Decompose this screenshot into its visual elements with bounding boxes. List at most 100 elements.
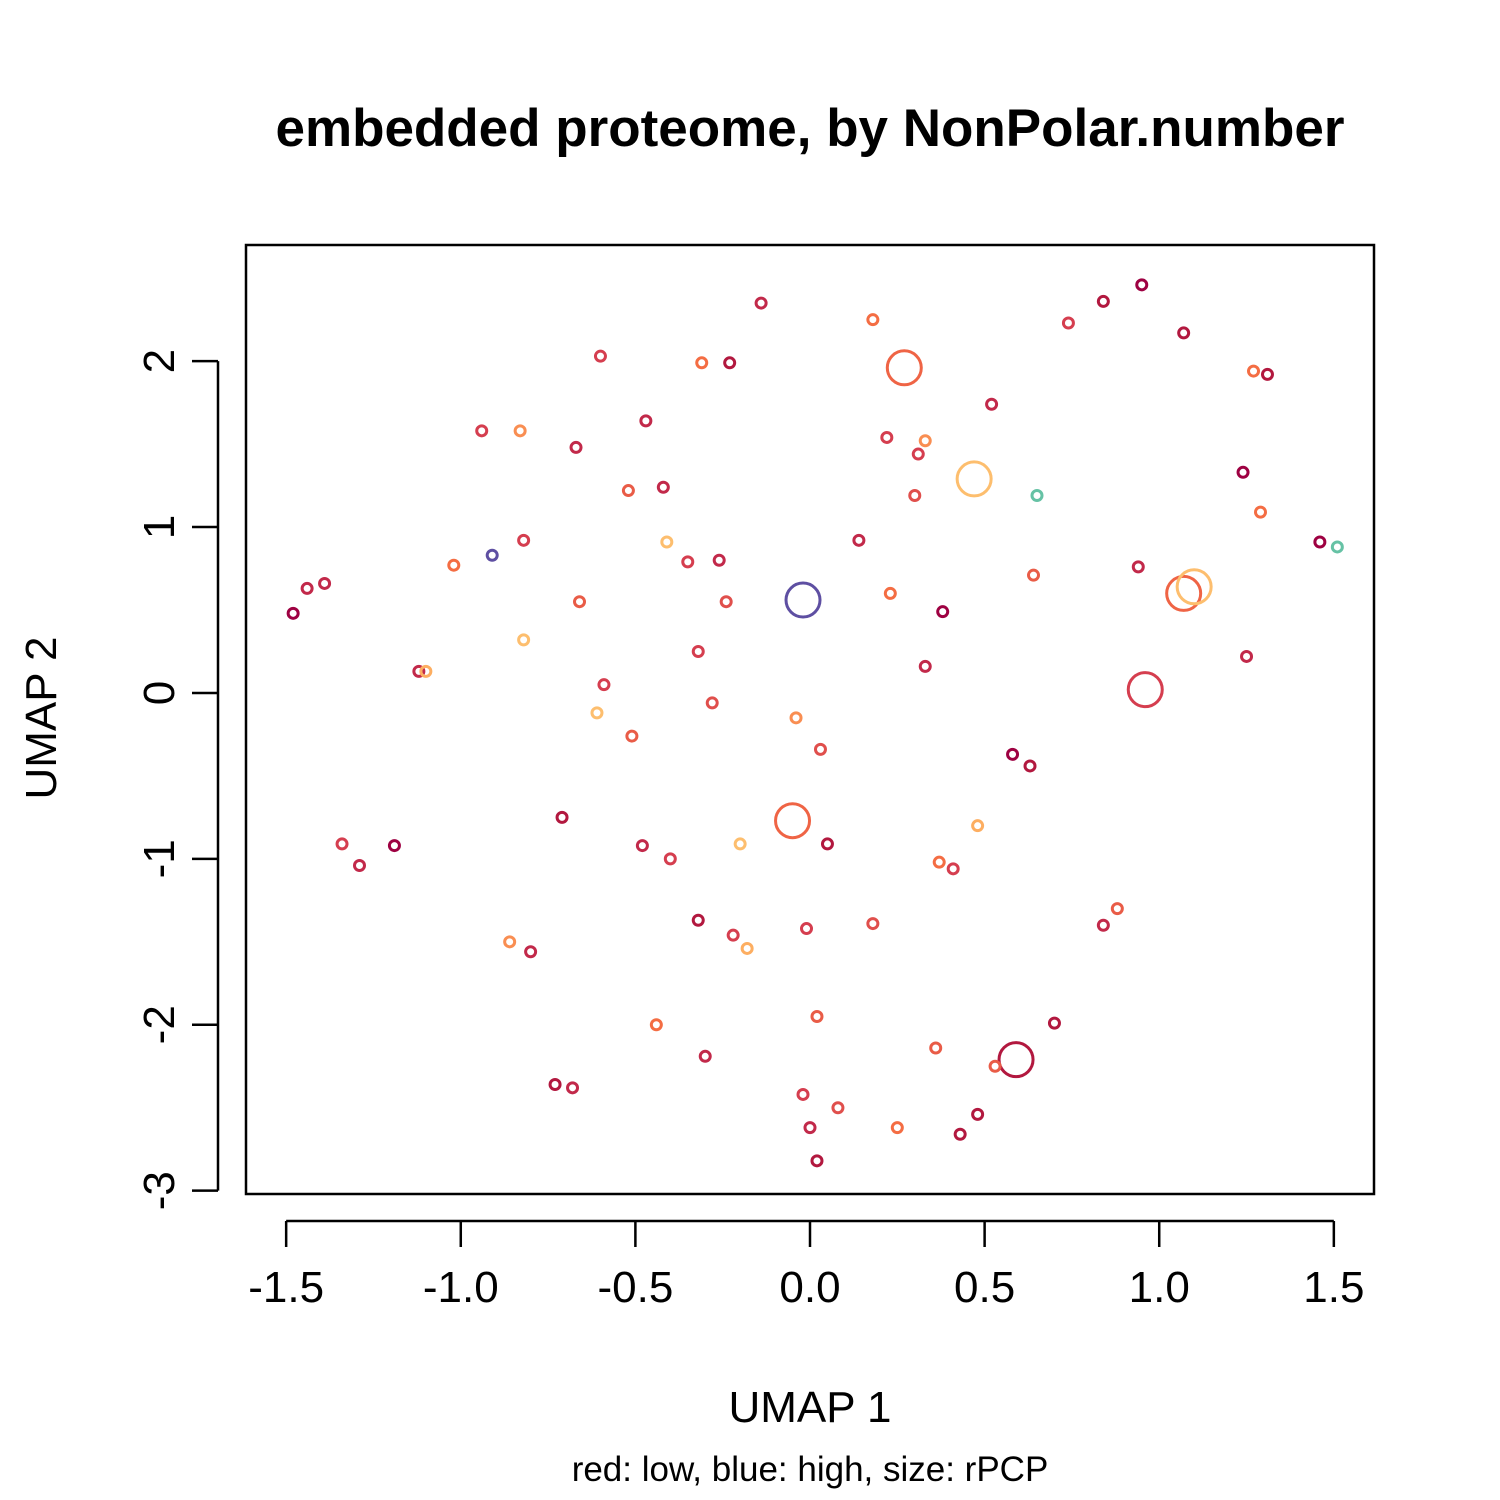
- data-point: [890, 1121, 904, 1135]
- data-point: [719, 595, 733, 609]
- data-point: [784, 581, 822, 619]
- x-axis: -1.5 -1.0 -0.5 0.0 0.5 1.0 1.5: [248, 1219, 1364, 1312]
- data-point: [810, 1154, 824, 1168]
- data-point: [412, 664, 426, 678]
- x-axis-title: UMAP 1: [728, 1383, 891, 1432]
- data-point: [880, 430, 894, 444]
- data-point: [524, 945, 538, 959]
- x-tick-label: 1.0: [1129, 1263, 1190, 1312]
- data-point: [593, 349, 607, 363]
- data-point: [1030, 489, 1044, 503]
- data-point: [639, 414, 653, 428]
- data-point: [447, 558, 461, 572]
- data-point: [726, 928, 740, 942]
- data-point: [656, 480, 670, 494]
- data-point: [800, 922, 814, 936]
- data-point: [852, 533, 866, 547]
- data-point: [1247, 364, 1261, 378]
- y-axis-title: UMAP 2: [17, 636, 66, 799]
- data-point: [698, 1049, 712, 1063]
- data-point: [971, 1107, 985, 1121]
- data-point: [740, 941, 754, 955]
- data-point: [918, 434, 932, 448]
- data-point: [908, 489, 922, 503]
- data-point: [691, 644, 705, 658]
- data-point: [635, 839, 649, 853]
- data-point: [1165, 574, 1203, 612]
- data-point: [971, 819, 985, 833]
- data-point: [1313, 535, 1327, 549]
- data-point: [712, 553, 726, 567]
- data-point: [810, 1009, 824, 1023]
- data-point: [318, 576, 332, 590]
- data-point: [883, 586, 897, 600]
- data-point: [1260, 367, 1274, 381]
- data-point: [681, 555, 695, 569]
- data-point: [885, 349, 923, 387]
- data-point: [1096, 918, 1110, 932]
- data-point: [569, 440, 583, 454]
- data-point: [649, 1018, 663, 1032]
- y-tick-label: -3: [135, 1171, 184, 1210]
- data-point: [691, 913, 705, 927]
- data-point: [300, 581, 314, 595]
- data-point: [621, 484, 635, 498]
- data-point: [997, 1041, 1035, 1079]
- data-point: [387, 839, 401, 853]
- data-point: [985, 397, 999, 411]
- data-point: [1006, 747, 1020, 761]
- data-point: [929, 1041, 943, 1055]
- chart-title: embedded proteome, by NonPolar.number: [275, 99, 1344, 158]
- data-point: [1027, 568, 1041, 582]
- data-point: [820, 837, 834, 851]
- data-point: [796, 1087, 810, 1101]
- data-point: [831, 1101, 845, 1115]
- data-point: [866, 917, 880, 931]
- data-point: [911, 447, 925, 461]
- data-point: [754, 296, 768, 310]
- y-tick-label: 0: [135, 681, 184, 705]
- data-point: [475, 424, 489, 438]
- data-point: [555, 810, 569, 824]
- data-point: [1330, 540, 1344, 554]
- data-point: [419, 664, 433, 678]
- data-point: [1135, 278, 1149, 292]
- data-points: [286, 278, 1344, 1168]
- data-point: [1023, 759, 1037, 773]
- data-point: [813, 742, 827, 756]
- data-point: [548, 1078, 562, 1091]
- data-point: [936, 605, 950, 619]
- data-point: [663, 852, 677, 866]
- x-tick-label: 1.5: [1303, 1263, 1364, 1312]
- data-point: [955, 460, 993, 498]
- data-point: [566, 1081, 580, 1095]
- data-point: [774, 802, 812, 840]
- data-point: [695, 356, 709, 370]
- data-point: [286, 606, 300, 620]
- data-point: [1047, 1016, 1061, 1030]
- data-point: [1240, 649, 1254, 663]
- data-point: [590, 706, 604, 720]
- data-point: [517, 633, 531, 647]
- data-point: [625, 729, 639, 743]
- data-point: [705, 696, 719, 710]
- data-point: [517, 533, 531, 547]
- y-tick-label: -2: [135, 1005, 184, 1044]
- data-point: [789, 711, 803, 725]
- data-point: [573, 595, 587, 609]
- data-point: [723, 356, 737, 370]
- data-point: [1175, 568, 1213, 606]
- y-tick-label: -1: [135, 839, 184, 878]
- y-axis: -3 -2 -1 0 1 2: [135, 349, 220, 1210]
- chart-subtitle: red: low, blue: high, size: rPCP: [572, 1450, 1049, 1489]
- x-tick-label: 0.5: [954, 1263, 1015, 1312]
- data-point: [1177, 326, 1191, 340]
- data-point: [1126, 671, 1164, 709]
- data-point: [733, 837, 747, 851]
- data-point: [1110, 902, 1124, 916]
- data-point: [803, 1121, 817, 1135]
- x-tick-label: 0.0: [779, 1263, 840, 1312]
- x-tick-label: -1.0: [423, 1263, 499, 1312]
- data-point: [988, 1059, 1002, 1073]
